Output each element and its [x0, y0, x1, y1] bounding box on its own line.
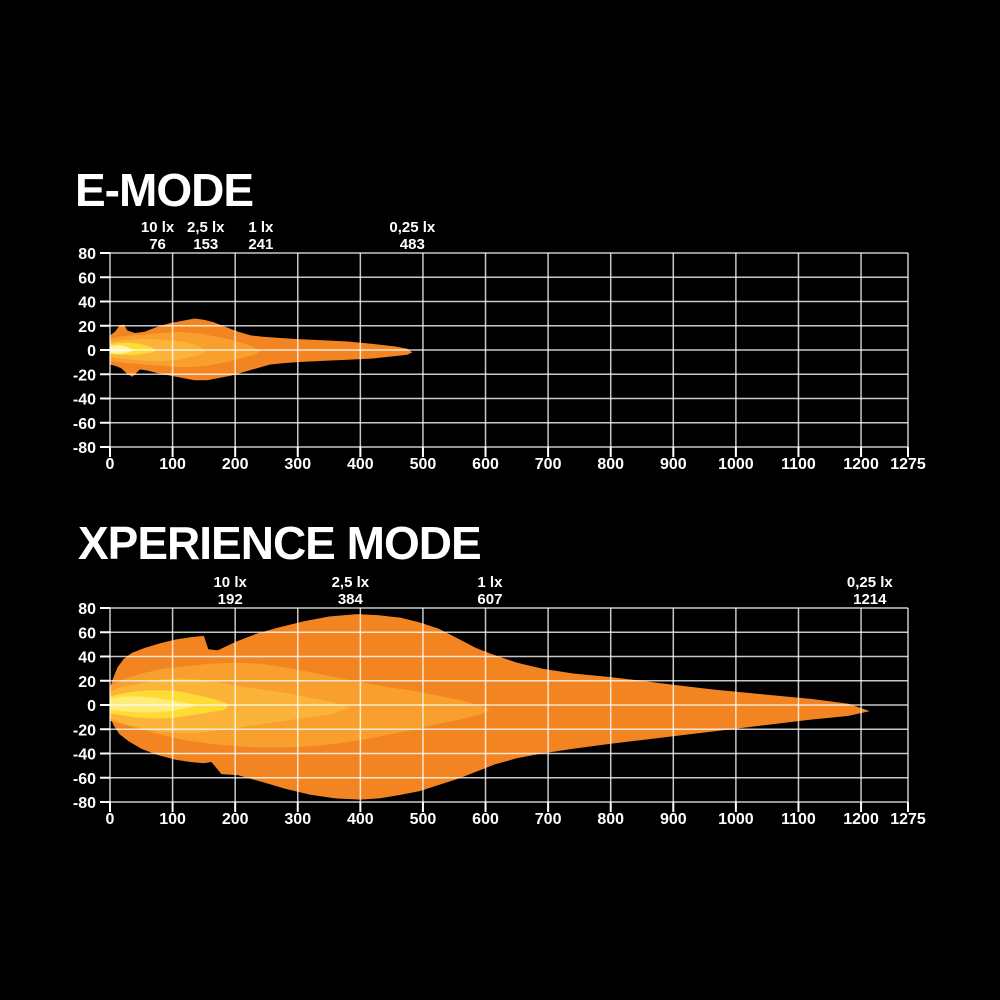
xperience-mode-beam-chart: 0 100 200 300 400 500 600 700 800 900 1000 1100 1200…	[73, 574, 926, 828]
y-tick-label: -40	[73, 747, 96, 764]
chart-title-e-mode: E-MODE	[75, 164, 254, 216]
y-tick-label: 40	[78, 295, 96, 312]
beam-layers	[110, 614, 870, 800]
x-tick-label: 900	[660, 456, 687, 473]
annotation-lux-label: 0,25 lx	[389, 219, 436, 236]
x-tick-label: 1000	[718, 456, 754, 473]
annotation-distance-label: 607	[477, 591, 502, 608]
x-tick-label: 1275	[890, 811, 926, 828]
annotation-distance-label: 241	[248, 236, 273, 253]
axis-labels: 0 100 200 300 400 500 600 700 800 900 1000 1100 1200…	[73, 601, 926, 828]
x-tick-label: 1000	[718, 811, 754, 828]
y-tick-label: -80	[73, 795, 96, 812]
x-tick-label: 0	[106, 456, 115, 473]
x-tick-label: 100	[159, 456, 186, 473]
annotation-distance-label: 192	[218, 591, 243, 608]
annotation-lux-label: 1 lx	[477, 574, 503, 591]
x-tick-label: 300	[284, 456, 311, 473]
y-tick-label: 80	[78, 246, 96, 263]
y-tick-label: 0	[87, 343, 96, 360]
x-tick-label: 400	[347, 456, 374, 473]
x-tick-label: 1200	[843, 811, 879, 828]
x-tick-label: 1100	[781, 456, 816, 473]
y-tick-label: -80	[73, 440, 96, 457]
y-tick-label: -60	[73, 416, 96, 433]
x-tick-label: 200	[222, 811, 249, 828]
x-tick-label: 1275	[890, 456, 926, 473]
annotation-distance-label: 384	[338, 591, 364, 608]
y-tick-label: 20	[78, 674, 96, 691]
x-tick-label: 500	[410, 456, 437, 473]
x-tick-label: 700	[535, 811, 562, 828]
annotation-distance-label: 483	[400, 236, 425, 253]
x-tick-label: 500	[410, 811, 437, 828]
annotation-lux-label: 2,5 lx	[332, 574, 370, 591]
annotation-distance-label: 76	[149, 236, 166, 253]
annotation-distance-label: 1214	[853, 591, 887, 608]
axis-ticks	[100, 252, 909, 457]
x-tick-label: 1100	[781, 811, 816, 828]
y-tick-label: 20	[78, 319, 96, 336]
x-tick-label: 600	[472, 811, 499, 828]
x-tick-label: 200	[222, 456, 249, 473]
grid	[109, 252, 909, 448]
y-tick-label: 0	[87, 698, 96, 715]
x-tick-label: 800	[597, 811, 624, 828]
annotation-lux-label: 10 lx	[213, 574, 247, 591]
y-tick-label: 60	[78, 270, 96, 287]
chart-title-xperience-mode: XPERIENCE MODE	[78, 517, 482, 569]
axis-labels: 0 100 200 300 400 500 600 700 800 900 1000 1100 1200…	[73, 246, 926, 473]
annotation-lux-label: 1 lx	[248, 219, 274, 236]
annotation-lux-label: 0,25 lx	[847, 574, 894, 591]
annotation-lux-label: 2,5 lx	[187, 219, 225, 236]
x-tick-label: 600	[472, 456, 499, 473]
annotation-lux-label: 10 lx	[141, 219, 175, 236]
grid	[109, 607, 909, 803]
x-tick-label: 400	[347, 811, 374, 828]
y-tick-label: 40	[78, 650, 96, 667]
x-tick-label: 1200	[843, 456, 879, 473]
y-tick-label: -60	[73, 771, 96, 788]
y-tick-label: 80	[78, 601, 96, 618]
y-tick-label: -20	[73, 722, 96, 739]
x-tick-label: 700	[535, 456, 562, 473]
y-tick-label: 60	[78, 625, 96, 642]
y-tick-label: -40	[73, 392, 96, 409]
x-tick-label: 900	[660, 811, 687, 828]
y-tick-label: -20	[73, 367, 96, 384]
annotation-distance-label: 153	[193, 236, 218, 253]
x-tick-label: 100	[159, 811, 186, 828]
x-tick-label: 800	[597, 456, 624, 473]
axis-ticks	[100, 607, 909, 812]
x-tick-label: 300	[284, 811, 311, 828]
e-mode-beam-chart: 0 100 200 300 400 500 600 700 800 900 1000 1100 1200…	[73, 219, 926, 473]
x-tick-label: 0	[106, 811, 115, 828]
